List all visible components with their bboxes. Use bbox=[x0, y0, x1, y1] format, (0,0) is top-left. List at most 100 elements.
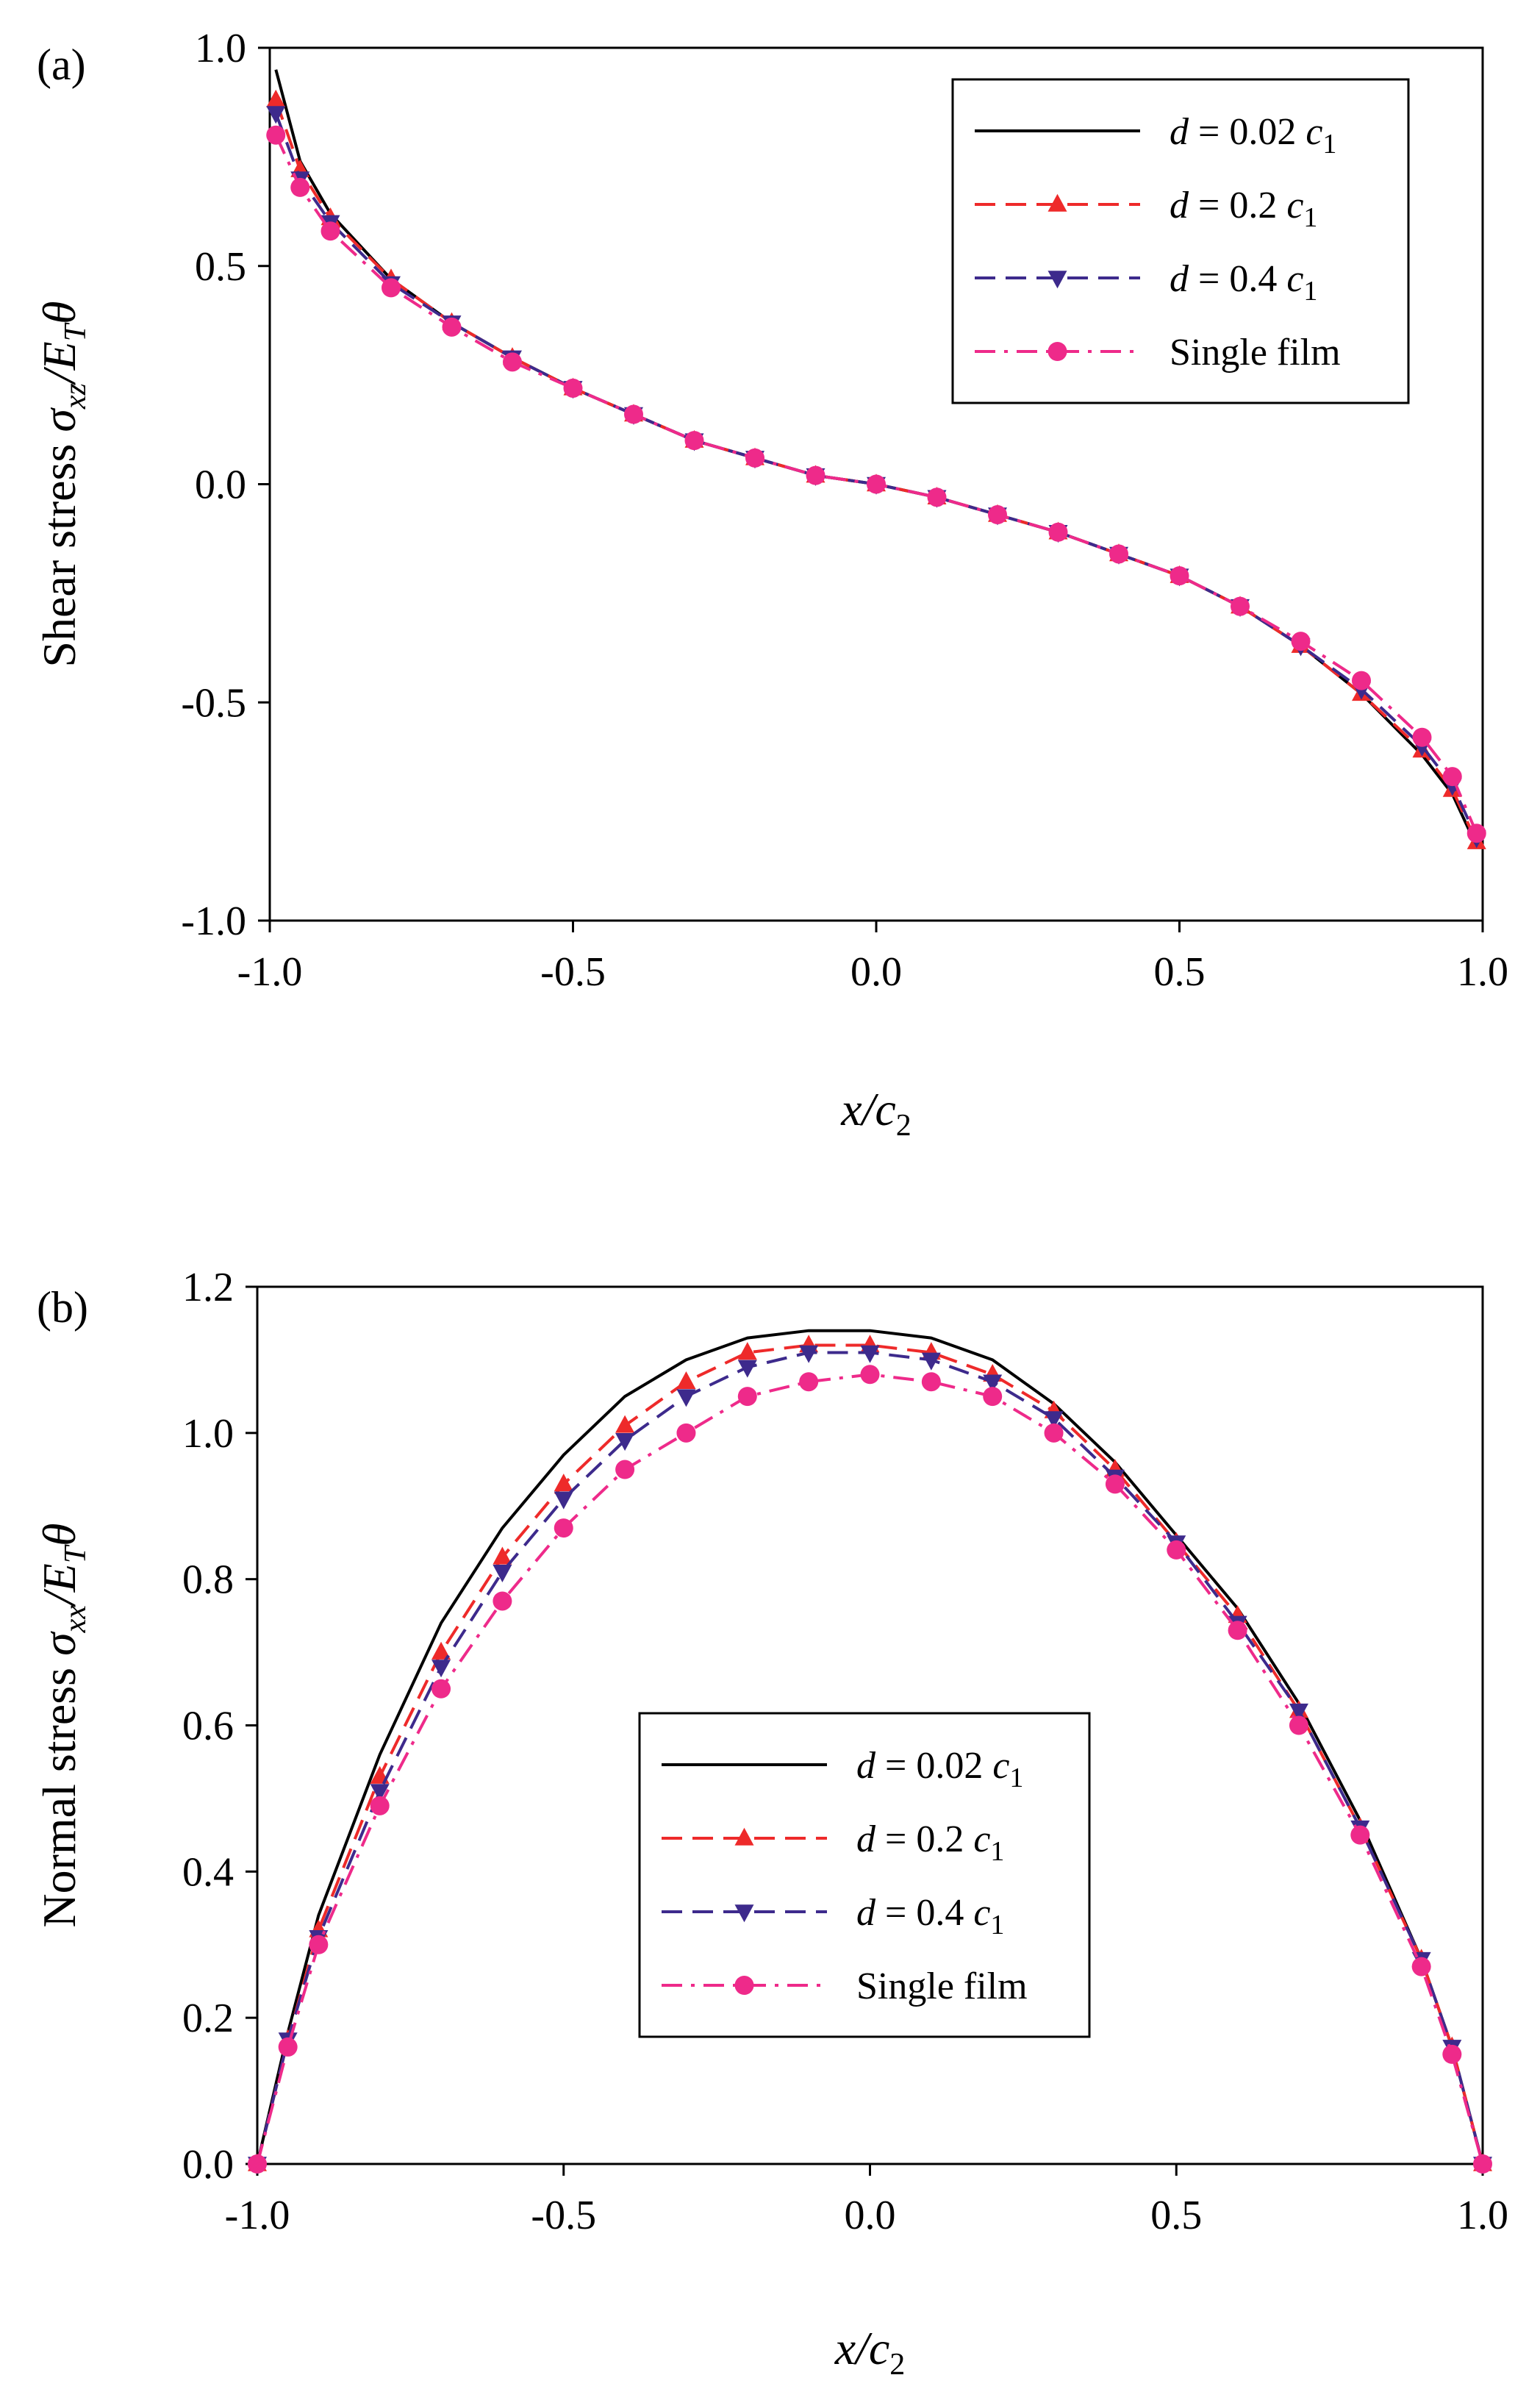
data-point-circle bbox=[921, 1372, 941, 1392]
legend-var2: c bbox=[973, 1818, 990, 1860]
data-point-circle bbox=[1350, 1825, 1370, 1845]
legend-var: d bbox=[856, 1818, 876, 1860]
data-point-circle bbox=[320, 221, 340, 241]
data-point-circle bbox=[1109, 544, 1128, 564]
data-point-circle bbox=[1231, 596, 1250, 616]
data-point-circle bbox=[382, 278, 401, 298]
legend-var2: c bbox=[1286, 258, 1303, 300]
y-tick-label: 1.0 bbox=[182, 1411, 234, 1457]
legend-var: d bbox=[856, 1745, 876, 1787]
data-point-triangle-down bbox=[370, 1784, 390, 1802]
legend-text: = 0.4 bbox=[875, 1892, 973, 1934]
data-point-triangle-down bbox=[615, 1433, 635, 1451]
legend-sub: 1 bbox=[1009, 1763, 1023, 1793]
data-point-circle bbox=[442, 317, 462, 337]
data-point-circle bbox=[745, 448, 764, 468]
x-tick-label: 0.5 bbox=[1154, 949, 1206, 995]
panel-a-shear-stress-chart: (a) -1.0 -0.5 0.0 0.5 1.0 -1.0 -0.5 0.0 0.5 1.0 x/c… bbox=[33, 26, 1508, 1143]
x-tick-label: 0.0 bbox=[845, 2193, 896, 2238]
data-point-circle bbox=[1047, 342, 1067, 361]
legend-sub: 1 bbox=[1322, 129, 1336, 160]
data-point-circle bbox=[1167, 1540, 1186, 1560]
legend-text: = 0.2 bbox=[875, 1818, 973, 1860]
data-point-circle bbox=[867, 474, 886, 494]
y-tick-label: 0.0 bbox=[195, 463, 246, 508]
data-point-circle bbox=[493, 1591, 512, 1611]
x-axis-title: x/c2 bbox=[834, 2322, 906, 2382]
panel-label: (b) bbox=[37, 1283, 88, 1332]
data-point-circle bbox=[278, 2037, 298, 2057]
y-tick-label: 1.0 bbox=[195, 26, 246, 71]
data-point-circle bbox=[624, 404, 643, 424]
y-axis-title-tail: θ bbox=[33, 301, 85, 324]
x-tick-label: 1.0 bbox=[1457, 949, 1508, 995]
y-tick-label: 0.5 bbox=[195, 244, 246, 290]
legend-entry-label: d = 0.02 c1 bbox=[1170, 111, 1336, 160]
data-point-circle bbox=[799, 1372, 819, 1392]
data-point-circle bbox=[734, 1976, 754, 1995]
data-point-triangle-down bbox=[676, 1389, 696, 1407]
panel-b-normal-stress-chart: (b) -1.0 -0.5 0.0 0.5 1.0 0.0 0.2 0.4 0.6 0.8 1.0 1.… bbox=[33, 1265, 1508, 2382]
x-tick-label: 0.5 bbox=[1150, 2193, 1202, 2238]
data-point-triangle-down bbox=[737, 1360, 757, 1378]
legend-entry-label: d = 0.2 c1 bbox=[856, 1818, 1004, 1867]
legend-var: d bbox=[1170, 258, 1189, 300]
y-axis-title-sub: xx bbox=[59, 1605, 93, 1634]
legend-var: d bbox=[856, 1892, 876, 1934]
legend-text: = 0.2 bbox=[1189, 185, 1286, 226]
data-point-circle bbox=[1170, 566, 1189, 586]
legend-text: Single film bbox=[856, 1965, 1028, 2007]
data-point-triangle-down bbox=[1289, 1703, 1308, 1721]
data-point-circle bbox=[1048, 522, 1068, 542]
data-point-circle bbox=[1412, 727, 1432, 747]
data-point-triangle-up bbox=[493, 1546, 512, 1565]
data-point-circle bbox=[1105, 1474, 1125, 1494]
data-point-circle bbox=[503, 352, 522, 372]
y-tick-label: 0.0 bbox=[182, 2142, 234, 2188]
y-tick-label: 0.2 bbox=[182, 1996, 234, 2041]
y-axis-title-tail: θ bbox=[33, 1523, 85, 1546]
y-tick-label: 0.8 bbox=[182, 1557, 234, 1603]
y-axis-title-symbol: σ bbox=[33, 1631, 85, 1656]
data-point-circle bbox=[737, 1387, 757, 1407]
data-point-triangle-down bbox=[554, 1491, 573, 1510]
data-point-circle bbox=[1228, 1621, 1247, 1640]
y-axis-title-symbol: σ bbox=[33, 407, 85, 432]
x-tick-label: -0.5 bbox=[540, 949, 606, 995]
series-line bbox=[256, 1329, 1484, 2165]
data-point-circle bbox=[1044, 1423, 1064, 1443]
y-axis-title-mid: /E bbox=[33, 341, 85, 385]
data-point-circle bbox=[266, 125, 286, 145]
data-point-triangle-up bbox=[266, 89, 286, 107]
data-point-circle bbox=[1473, 2154, 1492, 2174]
data-point-circle bbox=[684, 431, 704, 451]
data-point-circle bbox=[676, 1423, 696, 1443]
legend-sub: 1 bbox=[1303, 202, 1317, 233]
series-0 bbox=[256, 1329, 1484, 2165]
y-tick-label: -0.5 bbox=[181, 680, 246, 726]
data-point-triangle-down bbox=[983, 1374, 1003, 1393]
legend-var2: c bbox=[1306, 111, 1322, 153]
data-point-circle bbox=[1411, 1957, 1431, 1976]
data-point-circle bbox=[248, 2154, 267, 2174]
data-point-circle bbox=[927, 488, 947, 507]
legend-var2: c bbox=[992, 1745, 1009, 1787]
x-tick-label: -0.5 bbox=[531, 2193, 596, 2238]
data-point-circle bbox=[1442, 2044, 1462, 2064]
series-line bbox=[274, 113, 1478, 839]
legend-entry-label: d = 0.4 c1 bbox=[1170, 258, 1317, 307]
data-point-triangle-up bbox=[554, 1474, 573, 1492]
y-axis-title-sub2: T bbox=[59, 1544, 93, 1563]
data-point-triangle-down bbox=[493, 1564, 512, 1583]
data-point-triangle-down bbox=[431, 1660, 451, 1678]
data-point-triangle-up bbox=[734, 1827, 754, 1846]
y-axis-title: Shear stress σxz/ETθ bbox=[33, 301, 93, 667]
y-axis-title-sub: xz bbox=[59, 383, 93, 410]
data-point-triangle-down bbox=[1044, 1411, 1064, 1429]
y-tick-label: 1.2 bbox=[182, 1265, 234, 1310]
data-point-triangle-up bbox=[431, 1641, 451, 1660]
legend-entry-label: d = 0.02 c1 bbox=[856, 1745, 1023, 1793]
data-point-circle bbox=[1466, 824, 1486, 843]
